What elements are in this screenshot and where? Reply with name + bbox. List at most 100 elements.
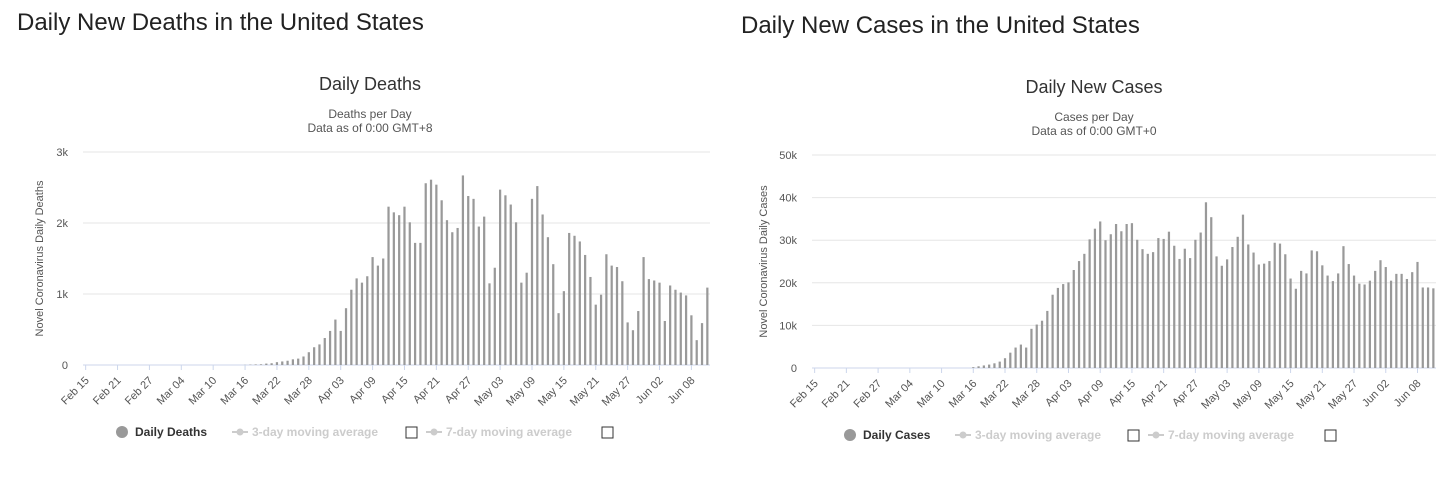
bar[interactable] xyxy=(1263,263,1266,368)
bar[interactable] xyxy=(376,265,380,365)
bar[interactable] xyxy=(658,282,661,365)
bar[interactable] xyxy=(1300,270,1303,368)
bar[interactable] xyxy=(1051,294,1054,368)
bar[interactable] xyxy=(504,195,507,365)
bar[interactable] xyxy=(1305,273,1308,368)
bar[interactable] xyxy=(366,276,369,365)
bar[interactable] xyxy=(977,366,980,368)
bar[interactable] xyxy=(1188,258,1192,368)
bar[interactable] xyxy=(408,222,411,365)
bar[interactable] xyxy=(371,257,374,365)
bar[interactable] xyxy=(1432,288,1435,368)
bar[interactable] xyxy=(323,338,326,365)
bar[interactable] xyxy=(647,279,651,365)
legend-item-daily[interactable]: Daily Deaths xyxy=(116,425,207,439)
bar[interactable] xyxy=(419,242,422,365)
bar[interactable] xyxy=(1310,250,1313,368)
bar[interactable] xyxy=(1157,238,1160,368)
bar[interactable] xyxy=(669,285,672,365)
bar[interactable] xyxy=(1337,273,1340,368)
bar[interactable] xyxy=(1093,228,1097,368)
bar[interactable] xyxy=(589,276,592,365)
bar[interactable] xyxy=(281,361,284,365)
bar[interactable] xyxy=(1321,265,1324,368)
bar[interactable] xyxy=(1379,260,1382,368)
bar[interactable] xyxy=(1077,261,1081,368)
bar[interactable] xyxy=(1347,264,1350,368)
bar[interactable] xyxy=(307,352,310,365)
bar[interactable] xyxy=(1099,221,1102,368)
bar[interactable] xyxy=(1315,251,1319,368)
bar[interactable] xyxy=(1204,202,1208,368)
legend-item-3day[interactable]: 3-day moving average xyxy=(232,425,378,439)
bar[interactable] xyxy=(259,364,263,365)
bar[interactable] xyxy=(456,227,459,365)
bar[interactable] xyxy=(440,200,443,365)
legend-item-7day[interactable]: 7-day moving average xyxy=(426,425,572,439)
bar[interactable] xyxy=(1056,287,1060,368)
bar[interactable] xyxy=(1215,256,1218,368)
bar[interactable] xyxy=(1178,258,1181,368)
bar[interactable] xyxy=(1067,282,1070,368)
bar[interactable] xyxy=(1125,224,1128,368)
bar[interactable] xyxy=(695,340,698,365)
bar[interactable] xyxy=(525,272,528,365)
bar[interactable] xyxy=(1416,261,1419,368)
bar[interactable] xyxy=(615,267,619,365)
bar[interactable] xyxy=(1046,310,1049,368)
bar[interactable] xyxy=(254,364,257,365)
bar[interactable] xyxy=(382,258,385,366)
bar[interactable] xyxy=(568,232,571,365)
bar[interactable] xyxy=(578,241,581,365)
bar[interactable] xyxy=(339,330,342,365)
bar[interactable] xyxy=(546,237,550,365)
bar[interactable] xyxy=(328,330,332,365)
bar[interactable] xyxy=(605,254,608,365)
bar[interactable] xyxy=(493,267,496,365)
bar[interactable] xyxy=(998,361,1001,368)
bar[interactable] xyxy=(1173,245,1176,368)
bar[interactable] xyxy=(562,291,565,365)
checkbox-icon[interactable] xyxy=(601,426,614,439)
bar[interactable] xyxy=(1289,278,1292,368)
bar[interactable] xyxy=(1284,254,1287,368)
bar[interactable] xyxy=(642,257,645,365)
bar[interactable] xyxy=(413,242,417,365)
bar[interactable] xyxy=(1199,232,1202,368)
bar[interactable] xyxy=(1072,270,1075,368)
bar[interactable] xyxy=(302,356,305,365)
bar[interactable] xyxy=(1384,267,1387,368)
bar[interactable] xyxy=(1358,283,1361,368)
bar[interactable] xyxy=(1278,243,1282,368)
bar[interactable] xyxy=(286,360,289,365)
checkbox-icon[interactable] xyxy=(405,426,418,439)
bar[interactable] xyxy=(461,175,465,365)
bar[interactable] xyxy=(1326,275,1329,368)
bar[interactable] xyxy=(392,212,395,365)
bar[interactable] xyxy=(509,204,512,365)
bar[interactable] xyxy=(1114,224,1118,368)
bar[interactable] xyxy=(993,363,996,368)
bar[interactable] xyxy=(435,184,438,365)
bar[interactable] xyxy=(684,295,688,365)
bar[interactable] xyxy=(1183,248,1186,368)
bar[interactable] xyxy=(584,254,587,365)
bar[interactable] xyxy=(1368,280,1372,368)
bar[interactable] xyxy=(1294,288,1297,368)
bar[interactable] xyxy=(350,289,353,365)
bar[interactable] xyxy=(1395,273,1398,368)
bar[interactable] xyxy=(344,308,348,365)
bar[interactable] xyxy=(1220,265,1223,368)
bar[interactable] xyxy=(334,319,337,365)
bar[interactable] xyxy=(1035,324,1038,368)
bar[interactable] xyxy=(1268,261,1271,368)
bar[interactable] xyxy=(1019,344,1022,368)
bar[interactable] xyxy=(1405,278,1409,368)
legend-item-7day[interactable]: 7-day moving average xyxy=(1148,428,1294,442)
bar[interactable] xyxy=(403,206,406,365)
bar[interactable] xyxy=(552,264,555,365)
bar[interactable] xyxy=(429,179,433,365)
bar[interactable] xyxy=(318,344,321,365)
bar[interactable] xyxy=(360,282,364,365)
bar[interactable] xyxy=(477,226,480,365)
